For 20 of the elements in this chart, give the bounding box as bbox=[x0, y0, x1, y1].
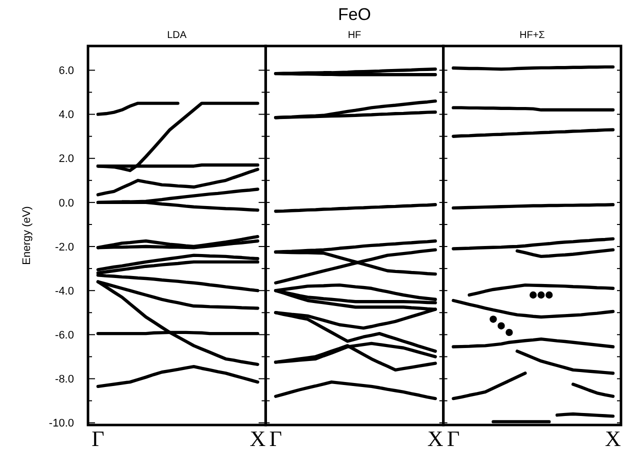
y-tick-label: -8.0 bbox=[55, 374, 74, 386]
y-tick-label: 6.0 bbox=[58, 65, 74, 78]
x-tick-label: Γ bbox=[92, 426, 105, 449]
chart-title: LDA bbox=[167, 30, 187, 41]
chart-title: HF bbox=[348, 30, 362, 41]
y-tick-label: -4.0 bbox=[55, 285, 74, 298]
y-axis-title: Energy (eV) bbox=[21, 206, 33, 265]
y-tick-label: -2.0 bbox=[55, 241, 74, 254]
text: FeO bbox=[338, 5, 372, 24]
x-tick-label: X bbox=[250, 426, 266, 449]
chart-title: HF+Σ bbox=[519, 30, 545, 41]
y-tick-label: 4.0 bbox=[58, 109, 74, 122]
y-tick-label: -6.0 bbox=[55, 330, 74, 342]
x-tick-label: X bbox=[427, 426, 444, 449]
x-tick-label: X bbox=[605, 426, 622, 449]
x-tick-label: Γ bbox=[446, 426, 460, 449]
y-tick-label: 0.0 bbox=[58, 197, 74, 210]
y-tick-label: 2.0 bbox=[58, 153, 74, 166]
y-tick-label: -10.0 bbox=[48, 418, 74, 430]
x-tick-label: Γ bbox=[269, 426, 282, 449]
